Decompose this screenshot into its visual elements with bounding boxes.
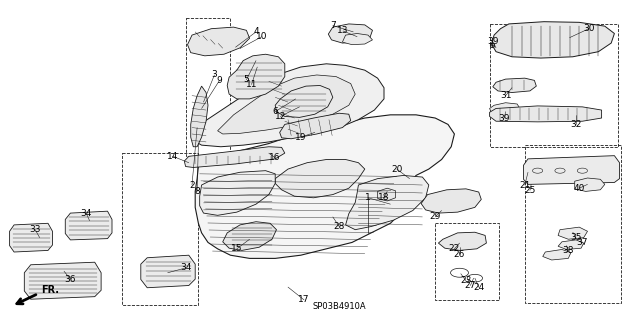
Text: 35: 35 [570,233,582,242]
Text: 25: 25 [524,186,536,195]
Text: 13: 13 [337,26,349,35]
Polygon shape [275,85,333,117]
Polygon shape [200,171,275,215]
Text: 22: 22 [449,244,460,253]
Bar [490,24,618,147]
Bar [435,223,499,300]
Polygon shape [524,156,620,184]
Text: 7: 7 [330,21,335,30]
Text: 24: 24 [473,283,484,292]
Polygon shape [10,223,52,252]
Polygon shape [223,222,276,250]
Text: 36: 36 [65,275,76,284]
Text: 40: 40 [573,184,585,193]
Text: 12: 12 [275,112,286,121]
Polygon shape [188,27,250,56]
Text: 16: 16 [269,153,281,162]
Text: 6: 6 [273,107,278,116]
Polygon shape [24,262,101,299]
Text: 27: 27 [465,281,476,290]
Text: 9: 9 [217,76,222,85]
Text: 5: 5 [244,75,249,84]
Polygon shape [65,211,112,240]
Text: FR.: FR. [41,285,59,295]
Text: 31: 31 [500,91,511,100]
Text: 37: 37 [577,238,588,247]
Polygon shape [575,178,605,191]
Polygon shape [543,249,571,260]
Polygon shape [421,189,481,213]
Text: 15: 15 [231,244,243,253]
Polygon shape [192,64,384,147]
Text: 18: 18 [378,193,390,202]
Polygon shape [184,147,285,167]
Text: 2: 2 [189,181,195,189]
Polygon shape [490,103,521,116]
Text: 10: 10 [256,32,268,41]
Text: 19: 19 [295,133,307,142]
Text: 4: 4 [253,27,259,36]
Polygon shape [346,175,429,230]
Text: 3: 3 [212,70,217,79]
Polygon shape [227,54,285,99]
Text: 17: 17 [298,295,310,304]
Polygon shape [378,188,396,201]
Polygon shape [195,115,454,258]
Polygon shape [141,255,195,288]
Text: 38: 38 [563,246,574,255]
Polygon shape [558,240,584,249]
Polygon shape [218,75,355,134]
Polygon shape [342,33,372,45]
Bar [122,153,198,305]
Text: 21: 21 [519,181,531,189]
Polygon shape [493,78,536,93]
Text: 26: 26 [454,250,465,259]
Text: 39: 39 [499,114,510,122]
Text: 11: 11 [246,80,257,89]
Bar [186,18,230,156]
Polygon shape [275,160,365,198]
Text: 33: 33 [29,225,41,234]
Polygon shape [191,86,208,147]
Text: 34: 34 [81,209,92,218]
Text: 30: 30 [583,24,595,33]
Polygon shape [558,227,588,239]
Polygon shape [490,106,602,122]
Bar [525,145,621,303]
Text: 32: 32 [570,120,582,129]
Text: 23: 23 [460,276,472,285]
Text: 28: 28 [333,222,345,231]
Text: 20: 20 [391,165,403,174]
Text: 34: 34 [180,263,191,272]
Text: 14: 14 [167,152,179,161]
Text: 39: 39 [487,37,499,46]
Polygon shape [280,113,351,139]
Polygon shape [328,24,372,43]
Polygon shape [438,232,486,250]
Text: 29: 29 [429,212,441,221]
Text: SP03B4910A: SP03B4910A [312,302,366,311]
Polygon shape [492,22,614,58]
Text: 1: 1 [365,193,371,202]
Text: 8: 8 [195,187,200,196]
